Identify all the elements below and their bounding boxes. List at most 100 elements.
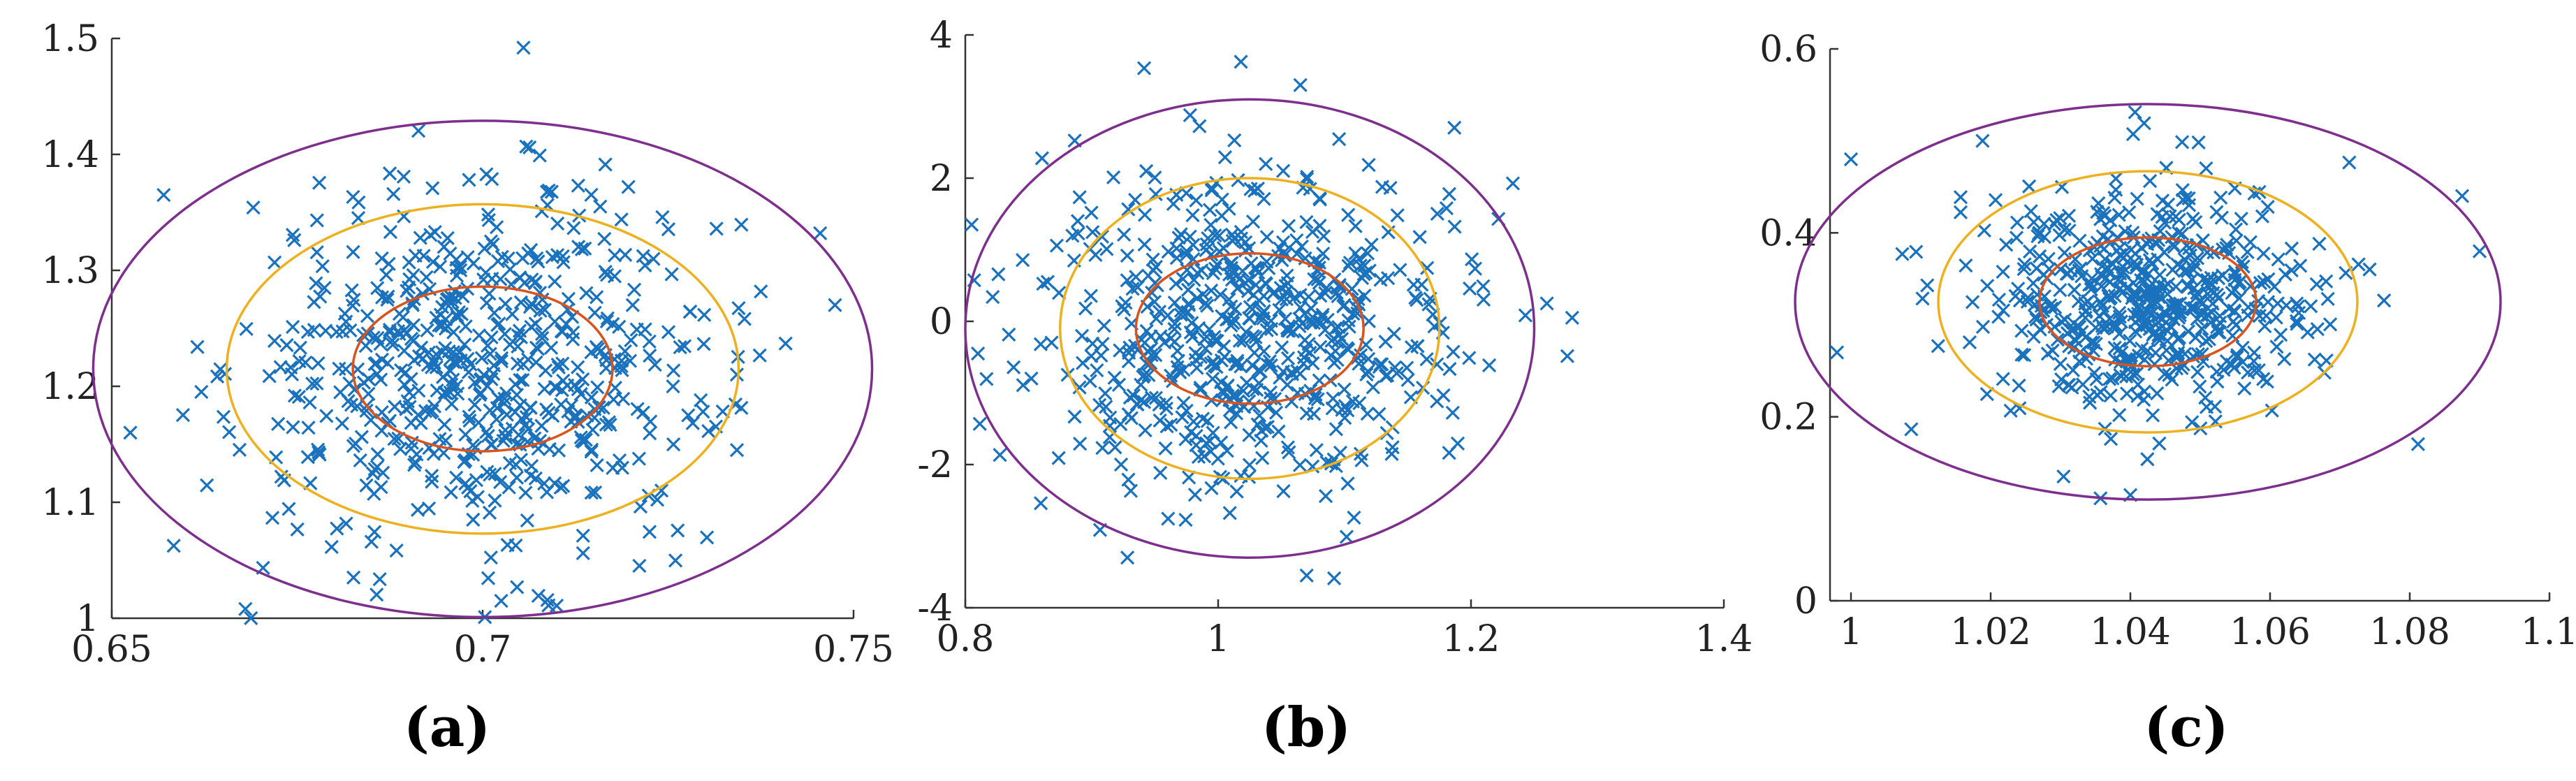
scatter-point xyxy=(1360,406,1375,421)
scatter-point xyxy=(2140,452,2155,467)
scatter-point xyxy=(516,41,531,55)
scatter-point xyxy=(1331,320,1346,335)
scatter-point xyxy=(1179,247,1194,262)
scatter-point xyxy=(419,270,434,285)
scatter-point xyxy=(519,139,534,154)
scatter-point xyxy=(482,286,497,301)
scatter-point xyxy=(1290,364,1305,379)
scatter-point xyxy=(1272,302,1287,317)
panel-label: (a) xyxy=(404,696,490,759)
scatter-point xyxy=(1342,319,1356,334)
scatter-point xyxy=(1345,282,1359,296)
scatter-point xyxy=(1208,261,1223,276)
scatter-point xyxy=(1206,425,1220,440)
scatter-point xyxy=(2193,294,2208,309)
scatter-point xyxy=(578,241,592,256)
scatter-point xyxy=(2031,226,2047,241)
scatter-point xyxy=(1127,338,1143,353)
scatter-point xyxy=(1953,190,1968,205)
scatter-point xyxy=(2073,261,2088,276)
scatter-point xyxy=(2044,301,2059,316)
scatter-point xyxy=(584,187,599,202)
scatter-point xyxy=(430,383,444,398)
scatter-point xyxy=(2137,116,2151,131)
scatter-point xyxy=(543,340,559,355)
scatter-point xyxy=(1361,314,1376,328)
scatter-point xyxy=(828,298,842,312)
scatter-point xyxy=(2235,340,2250,355)
scatter-point xyxy=(489,412,504,427)
scatter-point xyxy=(374,290,390,305)
scatter-point xyxy=(374,480,388,495)
scatter-point xyxy=(1313,289,1328,303)
scatter-point xyxy=(531,588,546,603)
y-tick-label: 4 xyxy=(930,15,953,57)
scatter-point xyxy=(1339,530,1354,544)
scatter-point xyxy=(1084,205,1099,220)
scatter-point xyxy=(2011,282,2026,296)
scatter-point xyxy=(397,344,411,358)
scatter-point xyxy=(484,330,499,344)
scatter-point xyxy=(1306,407,1322,421)
scatter-point xyxy=(1231,173,1245,188)
scatter-point xyxy=(729,443,745,458)
scatter-point xyxy=(432,432,447,446)
scatter-point xyxy=(1373,357,1388,372)
scatter-point xyxy=(608,248,622,263)
scatter-point xyxy=(2310,321,2325,337)
scatter-point xyxy=(156,187,171,203)
scatter-point xyxy=(709,221,724,236)
scatter-point xyxy=(1125,282,1140,296)
scatter-point xyxy=(2113,367,2128,383)
scatter-point xyxy=(1412,230,1427,244)
scatter-point xyxy=(566,221,581,235)
scatter-point xyxy=(2190,286,2204,300)
scatter-point xyxy=(387,432,402,446)
scatter-point xyxy=(1072,190,1087,205)
scatter-point xyxy=(416,351,430,366)
scatter-point xyxy=(1121,354,1136,369)
scatter-point xyxy=(1227,231,1242,246)
scatter-point xyxy=(1242,428,1257,442)
scatter-point xyxy=(531,254,546,269)
scatter-point xyxy=(309,245,324,260)
scatter-point xyxy=(486,358,502,373)
scatter-point xyxy=(532,148,547,163)
scatter-point xyxy=(548,274,562,289)
scatter-point xyxy=(1158,441,1173,456)
scatter-point xyxy=(1247,183,1262,198)
scatter-point xyxy=(1231,281,1245,295)
scatter-point xyxy=(2200,245,2215,260)
scatter-point xyxy=(1187,488,1203,502)
scatter-point xyxy=(1036,276,1051,291)
scatter-point xyxy=(382,414,397,428)
scatter-point xyxy=(964,217,979,232)
scatter-point xyxy=(2198,333,2213,349)
scatter-point xyxy=(495,249,509,264)
scatter-point xyxy=(2053,283,2068,298)
scatter-point xyxy=(265,511,280,525)
scatter-point xyxy=(2219,241,2234,256)
scatter-point xyxy=(2193,379,2207,394)
scatter-point xyxy=(488,493,502,508)
scatter-point xyxy=(291,389,307,404)
scatter-point xyxy=(991,267,1006,282)
scatter-point xyxy=(1074,328,1090,344)
scatter-point xyxy=(550,216,565,231)
scatter-point xyxy=(534,418,549,433)
y-tick-label: 1.1 xyxy=(41,482,99,524)
scatter-point xyxy=(1148,187,1163,202)
scatter-point xyxy=(2172,310,2186,325)
scatter-point xyxy=(312,445,326,460)
scatter-point xyxy=(2103,432,2118,446)
scatter-point xyxy=(1148,259,1163,275)
scatter-point xyxy=(587,485,603,500)
scatter-point xyxy=(502,480,516,495)
scatter-point xyxy=(517,275,532,290)
scatter-point xyxy=(1352,395,1367,411)
scatter-point xyxy=(1959,258,1973,273)
scatter-point xyxy=(1200,414,1215,428)
scatter-point xyxy=(232,442,247,458)
scatter-point xyxy=(2150,386,2165,401)
scatter-point xyxy=(1920,278,1935,293)
